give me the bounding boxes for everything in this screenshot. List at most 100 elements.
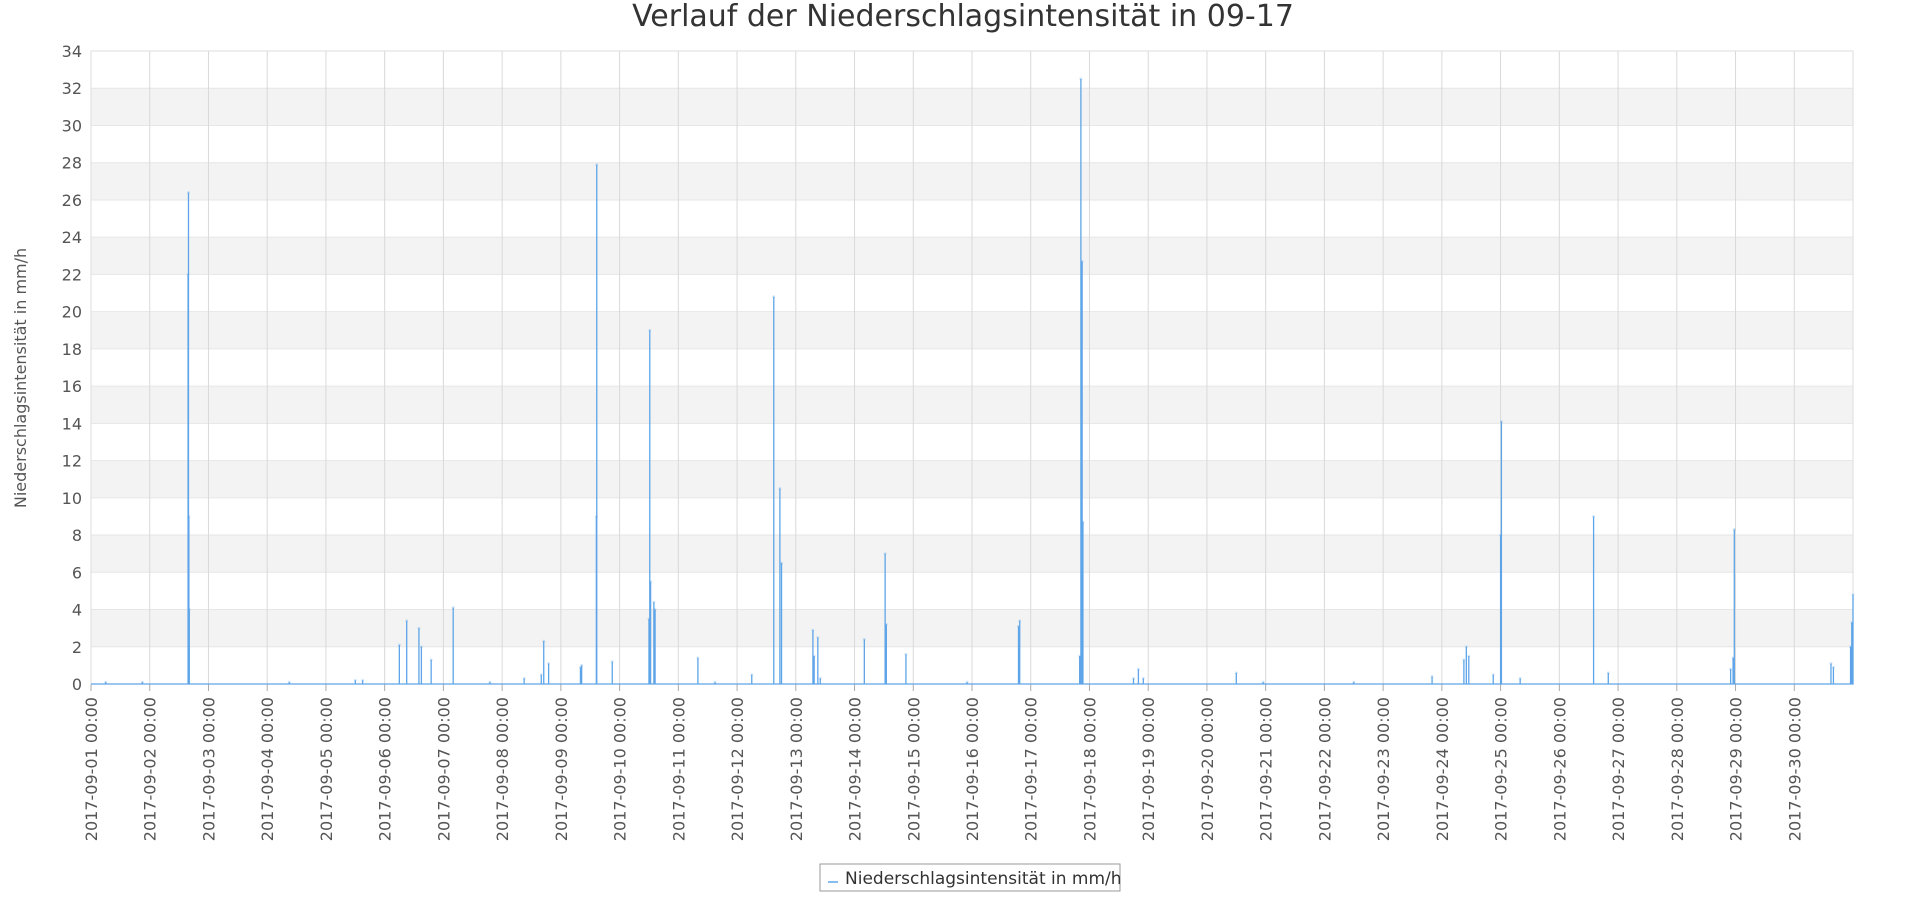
x-tick-label: 2017-09-02 00:00	[141, 697, 160, 841]
data-point	[1080, 259, 1084, 263]
x-tick-label: 2017-09-14 00:00	[846, 697, 865, 841]
data-point	[1430, 675, 1434, 679]
data-point	[649, 580, 653, 584]
data-point	[1018, 619, 1022, 623]
data-point	[405, 619, 409, 623]
x-gridlines	[90, 51, 1795, 691]
data-point	[104, 680, 108, 684]
data-point	[1499, 533, 1503, 537]
series-line	[91, 78, 1854, 685]
data-point	[648, 328, 652, 332]
data-point	[542, 639, 546, 643]
x-tick-label: 2017-09-07 00:00	[434, 697, 453, 841]
data-point	[1518, 676, 1522, 680]
data-point	[1732, 527, 1736, 531]
x-tick-label: 2017-09-08 00:00	[493, 697, 512, 841]
x-tick-label: 2017-09-26 00:00	[1550, 697, 1569, 841]
data-point	[884, 622, 888, 626]
data-point	[1849, 645, 1853, 649]
data-point	[451, 606, 455, 610]
x-tick-label: 2017-09-01 00:00	[82, 697, 101, 841]
data-point	[594, 514, 598, 518]
data-point	[750, 673, 754, 677]
data-point	[904, 652, 908, 656]
x-tick-label: 2017-09-28 00:00	[1668, 697, 1687, 841]
data-point	[287, 680, 291, 684]
x-tick-label: 2017-09-17 00:00	[1022, 697, 1041, 841]
data-point	[1592, 514, 1596, 518]
x-tick-label: 2017-09-22 00:00	[1315, 697, 1334, 841]
data-point	[816, 635, 820, 639]
data-point	[595, 163, 599, 167]
data-point	[187, 608, 191, 612]
series-layer	[91, 77, 1855, 685]
x-tick-label: 2017-09-03 00:00	[199, 697, 218, 841]
x-tick-label: 2017-09-04 00:00	[258, 697, 277, 841]
data-point	[1261, 680, 1265, 684]
data-point	[417, 626, 421, 630]
legend-box	[819, 863, 1121, 892]
x-tick-label: 2017-09-19 00:00	[1139, 697, 1158, 841]
data-point	[780, 561, 784, 565]
y-tick-label: 10	[62, 489, 82, 508]
y-axis-label: Niederschlagsintensität in mm/h	[11, 248, 30, 508]
y-tick-label: 0	[72, 675, 82, 694]
data-point	[1731, 656, 1735, 660]
x-tick-label: 2017-09-30 00:00	[1785, 697, 1804, 841]
x-tick-label: 2017-09-16 00:00	[963, 697, 982, 841]
x-tick-label: 2017-09-21 00:00	[1257, 697, 1276, 841]
x-tick-label: 2017-09-06 00:00	[376, 697, 395, 841]
y-tick-label: 30	[62, 116, 82, 135]
data-point	[965, 680, 969, 684]
data-point	[353, 678, 357, 682]
y-tick-label: 12	[62, 452, 82, 471]
y-tick-label: 6	[72, 563, 82, 582]
data-point	[1234, 671, 1238, 675]
data-point	[1078, 654, 1082, 658]
data-point	[610, 660, 614, 664]
y-tick-label: 26	[62, 191, 82, 210]
data-point	[812, 654, 816, 658]
data-point	[361, 678, 365, 682]
data-point	[1499, 419, 1503, 423]
x-tick-labels: 2017-09-01 00:00 2017-09-02 00:00 2017-09-…	[82, 697, 1804, 841]
data-point	[429, 658, 433, 662]
x-tick-label: 2017-09-13 00:00	[787, 697, 806, 841]
data-point	[186, 190, 190, 194]
data-point	[778, 487, 782, 491]
data-point	[652, 600, 656, 604]
data-point	[653, 608, 657, 612]
legend[interactable]: Niederschlagsintensität in mm/h	[819, 863, 1122, 892]
x-tick-label: 2017-09-18 00:00	[1080, 697, 1099, 841]
y-tick-label: 2	[72, 638, 82, 657]
data-point	[1462, 658, 1466, 662]
data-point	[578, 665, 582, 669]
data-point	[1081, 520, 1085, 524]
y-tick-label: 16	[62, 377, 82, 396]
y-tick-label: 20	[62, 303, 82, 322]
data-point	[539, 673, 543, 677]
data-point	[818, 676, 822, 680]
x-tick-label: 2017-09-11 00:00	[669, 697, 688, 841]
data-point	[397, 643, 401, 647]
data-point	[1016, 624, 1020, 628]
data-point	[140, 680, 144, 684]
data-point	[883, 552, 887, 556]
data-point	[1141, 676, 1145, 680]
y-tick-label: 24	[62, 228, 82, 247]
x-tick-label: 2017-09-12 00:00	[728, 697, 747, 841]
chart-title: Verlauf der Niederschlagsintensität in 0…	[632, 0, 1294, 34]
data-point	[1729, 667, 1733, 671]
y-tick-label: 32	[62, 79, 82, 98]
data-point	[1132, 676, 1136, 680]
data-point	[522, 676, 526, 680]
data-point	[488, 680, 492, 684]
x-tick-label: 2017-09-25 00:00	[1492, 697, 1511, 841]
data-point	[580, 663, 584, 667]
y-tick-label: 18	[62, 340, 82, 359]
x-tick-label: 2017-09-20 00:00	[1198, 697, 1217, 841]
data-point	[186, 272, 190, 276]
data-point	[1464, 645, 1468, 649]
